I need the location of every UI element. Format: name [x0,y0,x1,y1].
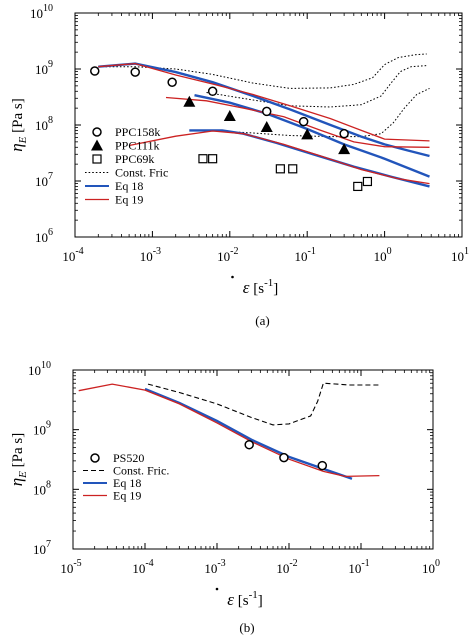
y-tick-label: 108 [35,115,53,133]
legend-label: Eq 19 [113,489,141,503]
legend-marker-circle [90,453,100,463]
x-axis-label-dot [231,275,234,279]
y-tick-label: 1010 [28,360,51,378]
x-tick-label: 100 [374,246,392,264]
data-point-ppc111k [260,121,273,133]
data-point-ppc158k [298,116,309,127]
legend-label: PPC69k [115,152,154,166]
panel-caption: (a) [255,313,269,328]
data-point-ppc158k [207,86,218,97]
x-tick-label: 10-2 [276,558,297,576]
data-point-ppc158k [261,106,272,117]
data-point-ppc69k [208,154,218,164]
x-tick-label: 10-5 [60,558,81,576]
x-tick-label: 10-3 [204,558,225,576]
panel-b: 10-5 10-4 10-3 10-2 10-1 100 107 108 109 1010 ε [s… [7,360,440,635]
series-line-const-fric- [147,382,380,426]
series-line-eq-19-ppc158k [98,62,430,142]
y-axis-label: ηE [Pa s] [7,98,29,152]
y-tick-label: 109 [33,420,51,438]
legend-label: Eq 18 [113,476,141,490]
y-tick-label: 107 [35,171,53,189]
data-point-ppc69k [362,176,373,187]
legend-label: Const. Fric. [113,464,169,478]
plot-area [78,382,380,480]
series-line-ppc69k [206,87,430,138]
plot-frame [72,369,434,550]
panel-caption: (b) [239,620,254,635]
data-point-ppc111k [183,95,196,107]
y-tick-label: 1010 [30,3,53,21]
x-tick-label: 10-4 [132,558,153,576]
series-line-ppc158k [98,53,427,89]
x-tick-label: 100 [422,558,440,576]
x-axis-label: ε [s-1] [227,589,262,609]
data-point-ppc158k [339,128,349,139]
data-point-ps520 [317,460,328,471]
panel-a: 10-4 10-3 10-2 10-1 100 101 106 107 108 109 1010 ε … [7,3,469,328]
y-tick-label: 109 [35,59,53,77]
data-point-ppc158k [130,67,140,77]
x-tick-label: 10-1 [295,246,316,264]
data-point-ppc69k [275,164,285,174]
data-point-ppc69k [353,181,363,192]
data-point-ppc69k [198,154,208,164]
x-tick-label: 10-4 [62,246,83,264]
legend-marker-triangle [91,139,103,151]
x-axis-label-dot [215,587,219,591]
y-tick-label: 108 [33,479,51,497]
y-tick-label: 106 [35,227,53,245]
data-point-ps520 [279,452,289,463]
data-point-ppc111k [301,128,314,140]
data-point-ppc69k [288,164,298,174]
x-tick-label: 101 [451,246,469,264]
legend-marker-square [92,154,102,164]
data-point-ppc111k [338,143,351,155]
legend-label: PPC111k [115,139,159,153]
plot-area [90,53,430,192]
data-point-ppc158k [90,66,100,76]
data-point-ppc111k [223,109,236,121]
legend-label: PPC158k [115,125,160,139]
legend-label: PS520 [113,451,144,465]
data-point-ppc158k [167,77,177,87]
x-tick-label: 10-1 [348,558,369,576]
y-axis-label: ηE [Pa s] [7,433,29,487]
legend-label: Const. Fric [115,166,168,180]
legend-marker-circle [92,127,102,137]
y-tick-label: 107 [33,539,51,557]
data-point-ps520 [244,439,254,450]
series-line-eq-19 [78,383,380,478]
x-tick-label: 10-2 [217,246,238,264]
x-axis-label: ε [s-1] [243,277,278,297]
legend-label: Eq 19 [115,193,143,207]
x-tick-label: 10-3 [140,246,161,264]
series-line-ppc111k [206,65,427,108]
legend-label: Eq 18 [115,179,143,193]
series-line-eq-19-ppc69k [128,130,430,185]
